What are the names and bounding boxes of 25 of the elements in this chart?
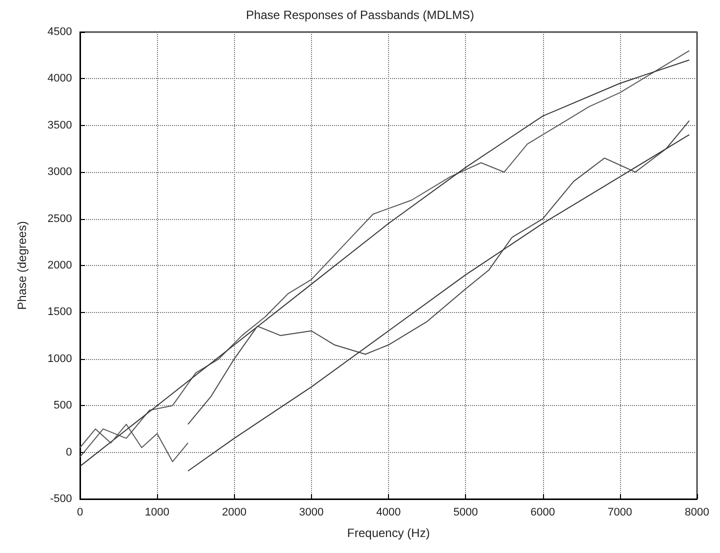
y-tick-label: -500 xyxy=(50,493,72,505)
x-tick-label: 6000 xyxy=(530,506,555,518)
y-tick-label: 2500 xyxy=(48,212,72,225)
x-tick-label: 8000 xyxy=(684,506,710,518)
x-tick-label: 3000 xyxy=(299,506,324,518)
y-tick-label: 0 xyxy=(66,446,72,458)
x-tick-label: 5000 xyxy=(453,506,478,518)
y-tick-label: 4000 xyxy=(48,72,72,85)
y-tick-label: 4500 xyxy=(48,26,72,38)
y-tick-label: 3500 xyxy=(48,119,72,132)
y-tick-label: 500 xyxy=(54,400,72,412)
y-tick-label: 3000 xyxy=(48,166,72,178)
x-tick-label: 2000 xyxy=(222,506,246,518)
x-axis-title: Frequency (Hz) xyxy=(347,526,430,540)
chart-title: Phase Responses of Passbands (MDLMS) xyxy=(246,8,474,22)
line-series xyxy=(187,120,690,425)
x-tick-label: 1000 xyxy=(144,506,170,518)
y-tick-label: 1500 xyxy=(48,306,72,318)
y-tick-label: 2000 xyxy=(48,260,72,272)
x-tick-label: 7000 xyxy=(608,506,632,518)
y-tick-label: 1000 xyxy=(48,352,72,365)
x-tick-label: 0 xyxy=(76,506,84,518)
y-axis-title: Phase (degrees) xyxy=(15,221,29,310)
line-series xyxy=(187,134,690,472)
x-tick-label: 4000 xyxy=(376,506,401,518)
